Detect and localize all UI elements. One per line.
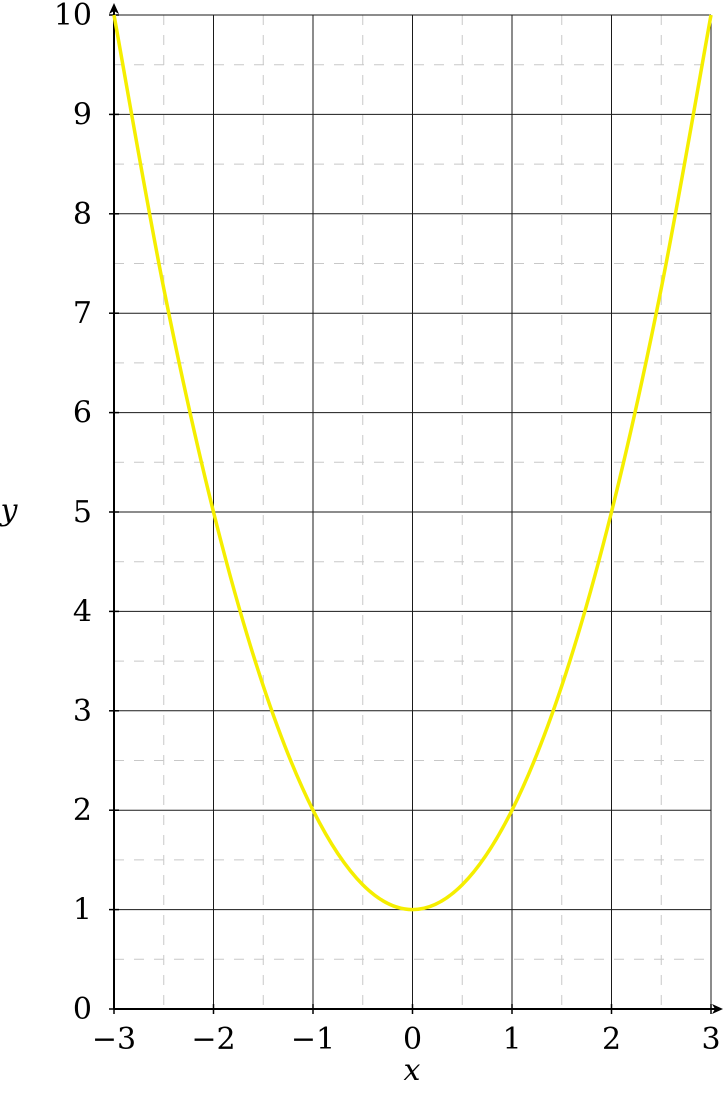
- series-layer: [112, 14, 713, 912]
- x-tick-label: −3: [92, 1022, 136, 1057]
- x-tick-label: −1: [291, 1022, 335, 1057]
- minor-grid: [114, 15, 711, 1009]
- x-tick-label: 2: [602, 1022, 621, 1057]
- axes: [109, 3, 723, 1014]
- y-tick-labels: 0 1 2 3 4 5 6 7 8 9 10: [54, 0, 92, 1027]
- y-tick-label: 1: [73, 893, 92, 928]
- y-tick-label: 7: [73, 296, 92, 331]
- y-tick-label: 10: [54, 0, 92, 33]
- y-tick-label: 8: [73, 197, 92, 232]
- y-tick-label: 5: [73, 495, 92, 530]
- x-axis-arrow-icon: [712, 1004, 723, 1014]
- x-tick-labels: −3 −2 −1 0 1 2 3: [92, 1022, 721, 1057]
- x-tick-label: −2: [191, 1022, 235, 1057]
- y-tick-label: 4: [73, 594, 92, 629]
- y-tick-label: 9: [73, 97, 92, 132]
- x-tick-label: 0: [403, 1022, 422, 1057]
- series-line: [112, 14, 713, 912]
- x-tick-label: 3: [701, 1022, 720, 1057]
- x-axis-label: x: [404, 1053, 421, 1088]
- y-tick-label: 0: [73, 992, 92, 1027]
- x-tick-label: 1: [502, 1022, 521, 1057]
- y-axis-label: y: [0, 493, 19, 528]
- y-tick-label: 6: [73, 396, 92, 431]
- y-tick-label: 2: [73, 793, 92, 828]
- y-axis-arrow-icon: [109, 3, 119, 14]
- y-tick-label: 3: [73, 694, 92, 729]
